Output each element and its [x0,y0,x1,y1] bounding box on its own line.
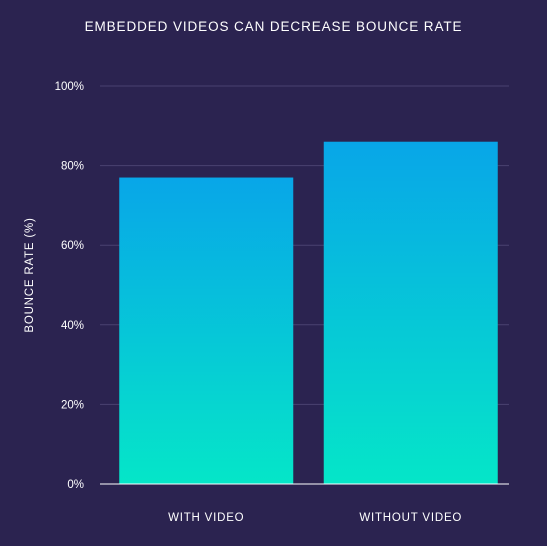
y-axis-ticks: 0% 20% 40% 60% 80% 100% [55,81,84,491]
y-tick-label: 40% [61,320,84,332]
bars [119,141,498,485]
chart-title: EMBEDDED VIDEOS CAN DECREASE BOUNCE RATE [84,19,463,34]
y-tick-label: 80% [61,161,84,173]
y-axis-label: BOUNCE RATE (%) [24,217,36,332]
y-tick-label: 20% [61,399,84,411]
y-tick-label: 100% [55,81,84,93]
x-category-label: WITH VIDEO [168,512,244,524]
x-category-label: WITHOUT VIDEO [359,512,462,524]
y-tick-label: 0% [67,479,84,491]
y-tick-label: 60% [61,240,84,252]
x-axis-categories: WITH VIDEO WITHOUT VIDEO [168,512,462,524]
bar-without-video [323,141,498,484]
bar-with-video [119,177,294,485]
